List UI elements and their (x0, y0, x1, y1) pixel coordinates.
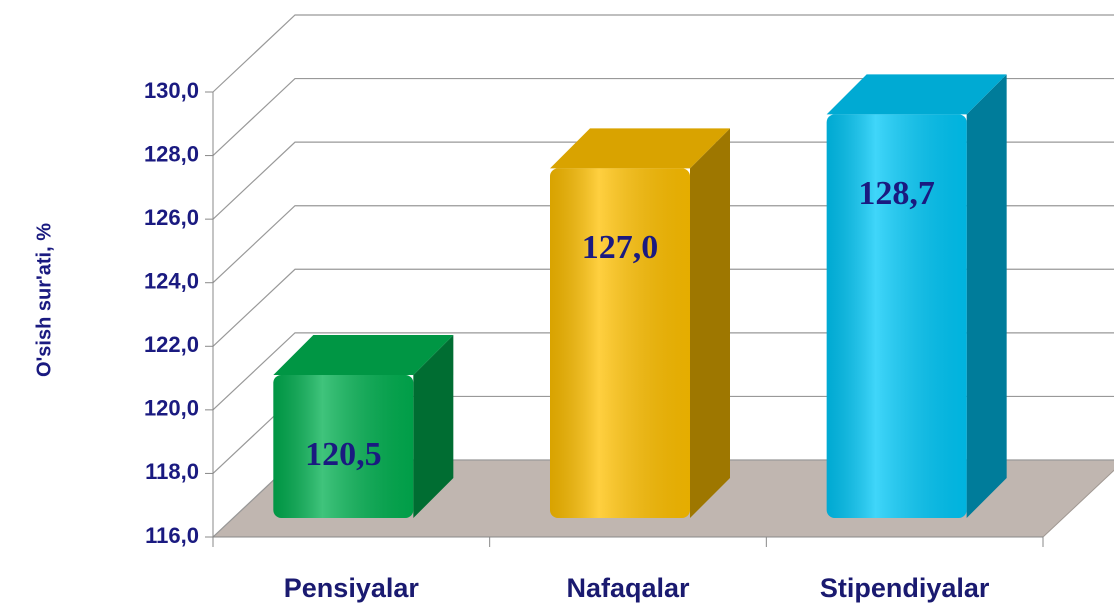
bar-top (826, 74, 1007, 115)
y-tick-label: 116,0 (145, 523, 199, 548)
bar-shine (826, 114, 967, 519)
x-tick-label: Pensiyalar (284, 573, 420, 603)
y-tick-label: 126,0 (144, 205, 199, 230)
bar-shine (273, 374, 414, 518)
y-axis-label: O'sish sur'ati, % (33, 223, 55, 377)
bar-top (273, 334, 454, 375)
y-tick-label: 130,0 (144, 78, 199, 103)
y-tick-label: 124,0 (144, 269, 199, 294)
bar-side (413, 334, 454, 518)
y-tick-label: 128,0 (144, 141, 199, 166)
y-tick-label: 122,0 (144, 332, 199, 357)
x-tick-label: Stipendiyalar (820, 573, 990, 603)
grid-line (212, 77, 1114, 157)
bar-side (690, 128, 730, 518)
grid-line (212, 14, 1114, 93)
y-tick-label: 120,0 (144, 396, 199, 421)
y-tick-label: 118,0 (145, 459, 199, 484)
data-label: 128,7 (858, 175, 935, 212)
bar-side (966, 74, 1007, 519)
data-label: 120,5 (305, 436, 382, 473)
bar-top (550, 128, 730, 169)
bar-shine (550, 168, 690, 518)
data-label: 127,0 (582, 229, 659, 266)
x-tick-label: Nafaqalar (566, 573, 690, 603)
